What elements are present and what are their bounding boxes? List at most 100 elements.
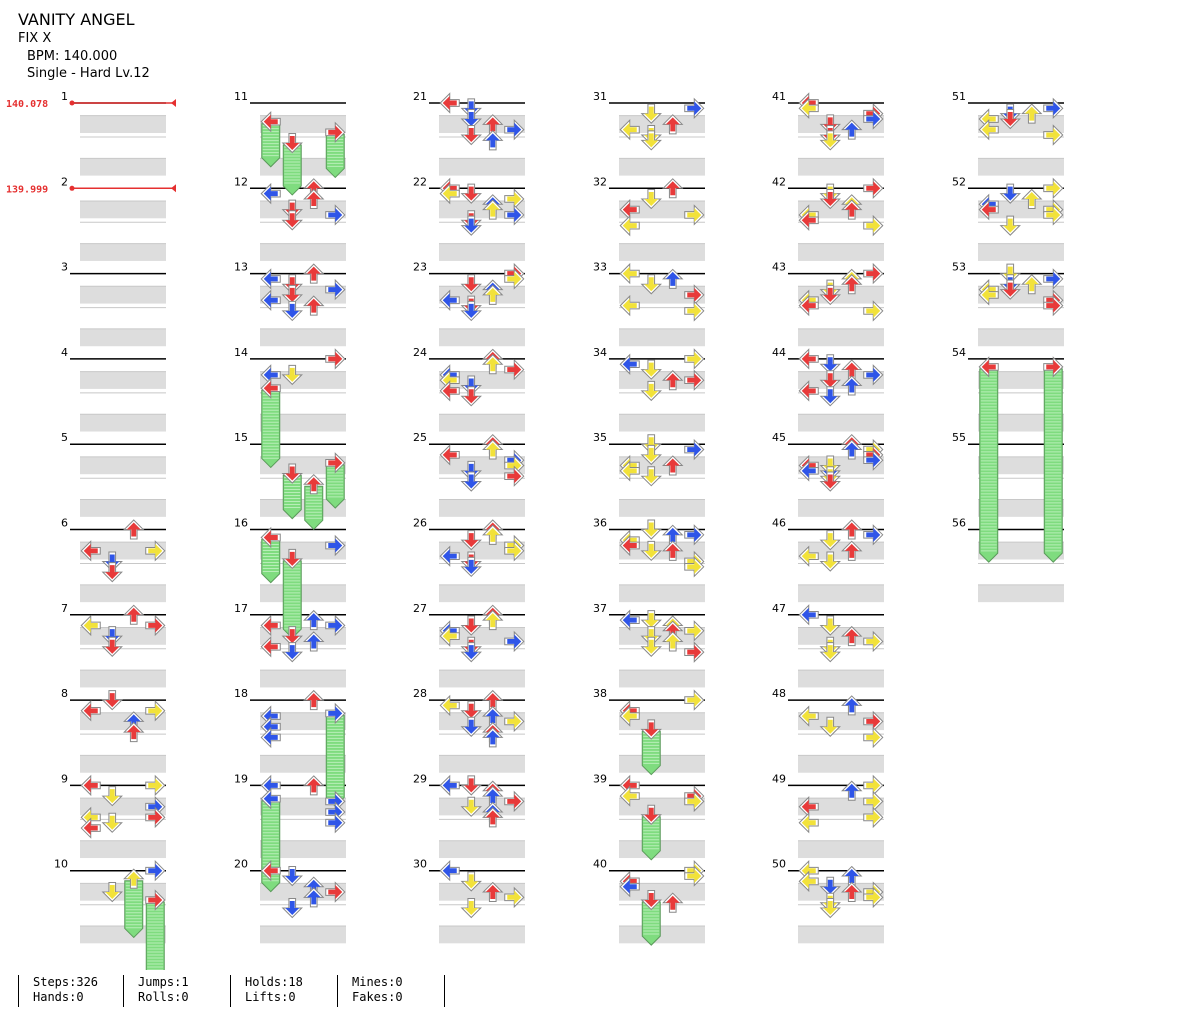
beat-band — [260, 371, 346, 389]
measure-number: 50 — [772, 858, 786, 871]
beat-band — [619, 456, 705, 475]
arrow-note — [662, 892, 684, 913]
arrow-note — [819, 898, 841, 919]
beat-band — [80, 115, 166, 133]
arrow-note — [684, 369, 705, 391]
arrow-note — [640, 103, 662, 124]
measure-number: 51 — [952, 90, 966, 103]
measure-number: 9 — [61, 772, 68, 785]
arrow-note — [325, 278, 346, 301]
beat-band — [80, 371, 166, 389]
beat-band — [260, 755, 346, 773]
arrow-note — [619, 460, 640, 482]
arrow-note — [999, 279, 1021, 300]
arrow-note — [684, 620, 705, 642]
arrow-note — [260, 788, 281, 810]
arrow-note — [863, 177, 884, 200]
measure-number: 22 — [413, 175, 427, 188]
measure-number: 2 — [61, 175, 68, 188]
beat-band — [619, 542, 705, 560]
measure-number: 38 — [593, 687, 607, 700]
beat-band — [978, 414, 1064, 432]
arrow-note — [145, 774, 166, 797]
arrow-note — [798, 209, 819, 231]
arrow-note — [819, 354, 841, 375]
arrow-note — [460, 716, 482, 737]
arrow-note — [325, 534, 346, 557]
beat-band — [619, 670, 705, 688]
measure-number: 6 — [61, 517, 68, 530]
arrow-note — [504, 790, 525, 813]
beat-band — [619, 286, 705, 304]
measure-number: 7 — [61, 602, 68, 615]
arrow-note — [482, 199, 504, 220]
beat-band — [439, 542, 525, 560]
beat-band — [439, 627, 525, 645]
arrow-note — [863, 806, 884, 829]
beat-band — [260, 627, 346, 645]
arrow-note — [1021, 188, 1043, 209]
arrow-note — [1043, 204, 1064, 226]
beat-band — [439, 926, 525, 944]
arrow-note — [662, 540, 684, 561]
measure-number: 37 — [593, 602, 607, 615]
bpm-marker-dot — [69, 100, 75, 106]
arrow-note — [439, 859, 460, 882]
measure-number: 46 — [772, 517, 786, 530]
beat-band — [439, 584, 525, 603]
arrow-note — [640, 130, 662, 151]
measure-number: 15 — [234, 431, 248, 444]
beat-band — [619, 158, 705, 176]
measure-number: 36 — [593, 517, 607, 530]
beat-band — [798, 712, 884, 731]
beat-band — [619, 243, 705, 261]
arrow-note — [460, 700, 482, 721]
arrow-note — [325, 204, 346, 226]
arrow-note — [439, 92, 460, 114]
measure-number: 20 — [234, 858, 248, 871]
arrow-note — [504, 118, 525, 141]
arrow-note — [482, 609, 504, 631]
beat-band — [978, 542, 1064, 560]
arrow-note — [101, 882, 123, 903]
arrow-note — [439, 380, 460, 402]
arrow-note — [504, 886, 525, 909]
beat-band — [260, 200, 346, 219]
arrow-note — [460, 471, 482, 492]
beat-band — [80, 243, 166, 261]
arrow-note — [101, 812, 123, 833]
arrow-note — [798, 604, 819, 626]
stat-steps: Steps:326 — [33, 975, 99, 989]
arrow-note — [841, 439, 863, 460]
measure-number: 21 — [413, 90, 427, 103]
arrow-note — [684, 524, 705, 546]
arrow-note — [80, 774, 101, 797]
arrow-note — [281, 898, 303, 919]
arrow-note — [460, 871, 482, 892]
arrow-note — [684, 438, 705, 461]
measure-number: 35 — [593, 431, 607, 444]
arrow-note — [684, 556, 705, 578]
arrow-note — [460, 642, 482, 663]
measure-number: 53 — [952, 261, 966, 274]
measure-number: 1 — [61, 90, 68, 103]
arrow-note — [798, 545, 819, 567]
arrow-note — [281, 364, 303, 386]
arrow-note — [819, 876, 841, 897]
arrow-note — [145, 540, 166, 562]
arrow-note — [325, 812, 346, 834]
arrow-note — [841, 119, 863, 140]
arrow-note — [80, 700, 101, 722]
arrow-note — [460, 556, 482, 578]
hold-note — [641, 901, 661, 946]
stats-column: Steps:326 Hands:0 — [18, 975, 123, 1007]
arrow-note — [460, 796, 482, 817]
arrow-note — [798, 812, 819, 834]
arrow-note — [819, 188, 841, 210]
arrow-note — [504, 358, 525, 381]
stat-holds: Holds:18 — [245, 975, 303, 989]
measure-number: 4 — [61, 346, 68, 359]
arrow-note — [303, 631, 325, 652]
measure-number: 24 — [413, 346, 427, 359]
